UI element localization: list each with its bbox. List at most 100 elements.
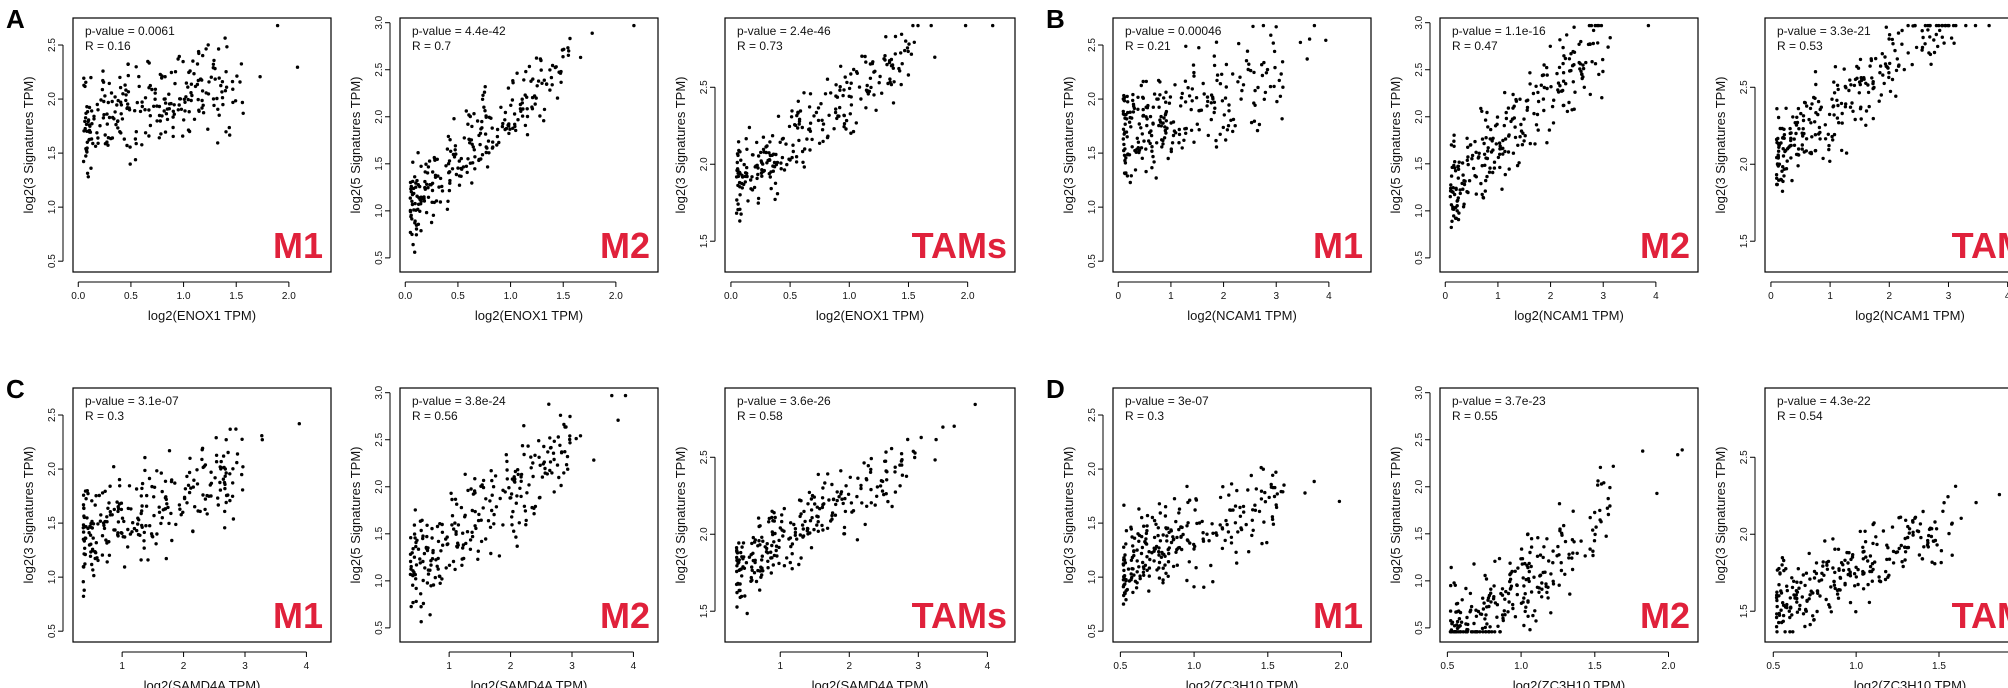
data-point: [1480, 192, 1484, 197]
data-point: [1890, 77, 1895, 82]
data-point: [834, 83, 838, 87]
y-tick-label: 2.5: [699, 450, 710, 464]
data-point: [1144, 531, 1149, 536]
x-tick-label: 1.0: [1187, 661, 1201, 672]
data-point: [147, 61, 151, 65]
data-point: [1207, 539, 1211, 543]
data-point: [558, 443, 562, 447]
data-point: [205, 512, 209, 516]
data-point: [1790, 585, 1795, 590]
data-point: [126, 527, 130, 532]
data-point: [1920, 29, 1924, 33]
data-point: [217, 76, 221, 80]
data-point: [1591, 553, 1595, 558]
data-point: [1122, 148, 1126, 153]
data-point: [454, 172, 459, 177]
data-point: [1457, 160, 1461, 164]
data-point: [1926, 28, 1930, 32]
data-point: [1448, 194, 1453, 199]
data-point: [766, 566, 770, 570]
x-tick-label: 2: [181, 661, 187, 672]
data-point: [184, 95, 188, 99]
data-point: [1819, 105, 1824, 109]
x-tick-label: 2.0: [1662, 661, 1676, 672]
data-point: [147, 86, 151, 90]
data-point: [1868, 564, 1873, 569]
data-point: [160, 114, 164, 118]
data-point: [419, 164, 423, 168]
data-point: [105, 560, 109, 564]
data-point: [1457, 617, 1462, 621]
data-point: [1824, 597, 1828, 602]
data-point: [841, 501, 845, 506]
data-point: [146, 558, 150, 562]
data-point: [165, 107, 170, 111]
data-point: [1466, 162, 1470, 167]
p-value-label: p-value = 1.1e-16: [1452, 24, 1546, 38]
x-tick-label: 4: [2005, 291, 2008, 302]
data-point: [166, 505, 170, 510]
data-point: [414, 544, 418, 549]
data-point: [849, 131, 853, 135]
data-point: [169, 479, 174, 484]
data-point: [110, 99, 114, 104]
data-point: [1487, 630, 1492, 634]
data-point: [1808, 593, 1812, 597]
data-point: [1596, 41, 1600, 45]
data-point: [410, 199, 414, 203]
data-point: [1592, 539, 1597, 543]
data-point: [1836, 103, 1840, 108]
y-axis-title: log2(3 Signatures TPM): [673, 446, 688, 583]
data-point: [1145, 513, 1150, 518]
y-tick-label: 2.0: [1087, 92, 1098, 106]
data-point: [1491, 136, 1495, 140]
data-point: [1224, 62, 1229, 67]
data-point: [1160, 138, 1164, 142]
data-point: [1123, 553, 1127, 557]
data-point: [1784, 567, 1788, 571]
data-point: [99, 98, 103, 102]
data-point: [1813, 120, 1817, 124]
data-point: [854, 121, 858, 125]
data-point: [507, 486, 511, 490]
data-point: [1815, 609, 1819, 614]
data-point: [1897, 546, 1901, 551]
y-tick-label: 0.5: [47, 254, 58, 268]
data-point: [106, 506, 110, 510]
data-point: [1807, 551, 1811, 556]
data-point: [1498, 144, 1502, 148]
data-point: [1451, 207, 1455, 211]
data-point: [82, 539, 87, 543]
data-point: [827, 113, 831, 118]
data-point: [1803, 624, 1807, 629]
data-point: [743, 594, 747, 598]
data-point: [1197, 128, 1201, 132]
data-point: [1147, 566, 1152, 570]
data-point: [847, 94, 851, 99]
data-point: [127, 108, 132, 112]
data-point: [1893, 48, 1897, 53]
data-point: [1188, 541, 1192, 545]
data-point: [1545, 73, 1549, 77]
cell-type-label: M1: [1313, 595, 1363, 636]
data-point: [1183, 79, 1188, 83]
data-point: [1455, 601, 1460, 606]
data-point: [522, 452, 526, 457]
data-point: [98, 519, 103, 523]
data-point: [1529, 545, 1534, 549]
data-point: [524, 69, 528, 74]
data-point: [519, 472, 524, 477]
data-point: [471, 492, 476, 496]
data-point: [561, 55, 565, 59]
data-point: [1195, 122, 1200, 126]
data-point: [1166, 156, 1170, 161]
data-point: [1503, 137, 1508, 141]
data-point: [119, 103, 124, 107]
data-point: [774, 548, 778, 553]
data-point: [1522, 139, 1526, 143]
data-point: [1474, 630, 1478, 634]
data-point: [1121, 109, 1126, 114]
y-tick-label: 1.0: [47, 570, 58, 584]
data-point: [830, 482, 834, 487]
x-tick-label: 1.5: [1261, 661, 1275, 672]
